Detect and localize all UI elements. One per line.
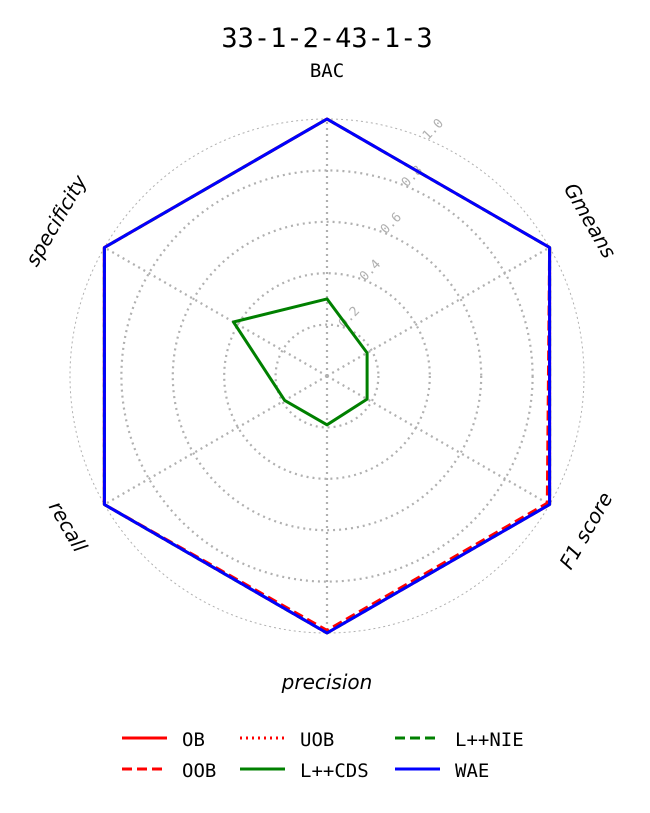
series-l-cds — [232, 297, 369, 427]
radar-grid — [69, 118, 585, 634]
grid-circle — [274, 323, 380, 429]
legend-label: WAE — [455, 760, 489, 782]
grid-spoke — [326, 375, 551, 506]
radial-tick-label: 0.6 — [378, 210, 405, 237]
legend-label: L++NIE — [455, 729, 524, 751]
axis-label-gmeans: Gmeans — [559, 179, 621, 263]
axis-label-recall: recall — [44, 497, 92, 557]
grid-circle — [171, 220, 483, 532]
legend-label: UOB — [300, 729, 334, 751]
axis-label-bac: BAC — [310, 60, 344, 82]
legend-label: L++CDS — [300, 760, 369, 782]
chart-title: 33-1-2-43-1-3 — [221, 23, 432, 54]
radial-tick-labels: 0.20.40.60.81.0 — [336, 116, 447, 331]
grid-spoke — [103, 375, 328, 506]
grid-circle — [223, 272, 431, 480]
radial-tick-label: 0.4 — [357, 257, 384, 284]
grid-spoke — [103, 246, 328, 377]
radar-series — [102, 117, 552, 635]
grid-spoke — [326, 246, 551, 377]
grid-circle — [120, 169, 534, 583]
series-wae — [102, 117, 552, 635]
legend-label: OOB — [182, 760, 216, 782]
axis-label-gmeans-text: means — [567, 192, 621, 262]
axis-label-precision: precision — [281, 670, 373, 694]
radial-tick-label: 1.0 — [420, 116, 447, 143]
legend-label: OB — [182, 729, 205, 751]
axis-label-f1-score: F1 score — [554, 488, 617, 573]
axis-label-specificity: specificity — [20, 170, 92, 271]
legend: OB OOB UOB L++CDS L++NIE WAE — [122, 729, 524, 782]
